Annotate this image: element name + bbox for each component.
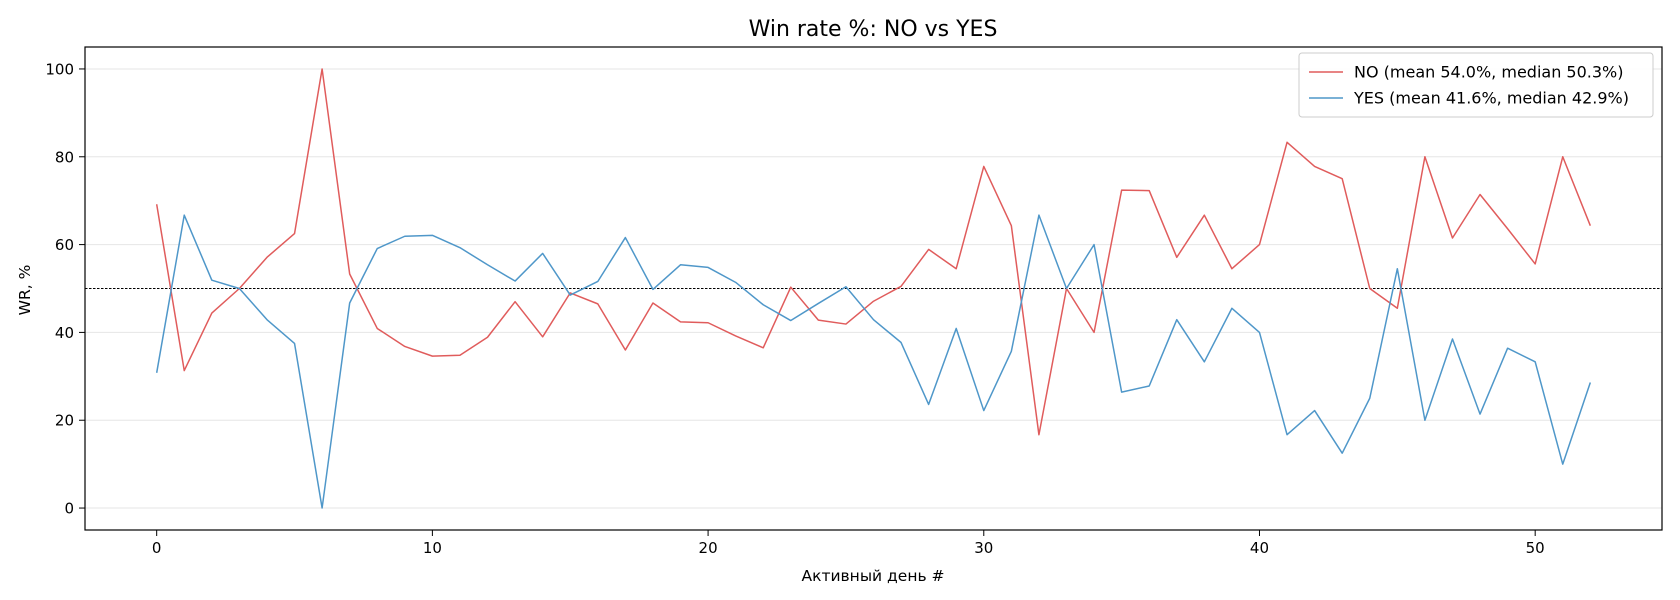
x-axis: 0 10 20 30 40 50	[152, 530, 1545, 557]
y-tick-label: 40	[55, 324, 74, 342]
series-line-yes	[155, 214, 1592, 509]
legend: NO (mean 54.0%, median 50.3%) YES (mean 4…	[1298, 52, 1654, 118]
chart-title: Win rate %: NO vs YES	[749, 17, 998, 42]
y-axis: 0 20 40 60 80 100	[45, 60, 85, 518]
x-axis-title: Активный день #	[801, 567, 944, 585]
legend-box	[1298, 52, 1654, 118]
plot-frame	[84, 46, 1663, 531]
y-tick-label: 100	[45, 60, 74, 78]
legend-label-no: NO (mean 54.0%, median 50.3%)	[1354, 63, 1623, 82]
y-tick-label: 0	[64, 500, 74, 518]
x-tick-label: 30	[974, 539, 993, 557]
y-axis-title: WR, %	[16, 265, 34, 316]
series-line-no	[155, 68, 1592, 436]
y-tick-label: 80	[55, 148, 74, 166]
series-layer	[155, 68, 1592, 509]
y-tick-label: 20	[55, 412, 74, 430]
x-tick-label: 0	[152, 539, 162, 557]
y-tick-label: 60	[55, 236, 74, 254]
x-tick-label: 50	[1526, 539, 1545, 557]
x-tick-label: 40	[1250, 539, 1269, 557]
x-tick-label: 20	[699, 539, 718, 557]
legend-label-yes: YES (mean 41.6%, median 42.9%)	[1353, 89, 1629, 108]
x-tick-label: 10	[423, 539, 442, 557]
